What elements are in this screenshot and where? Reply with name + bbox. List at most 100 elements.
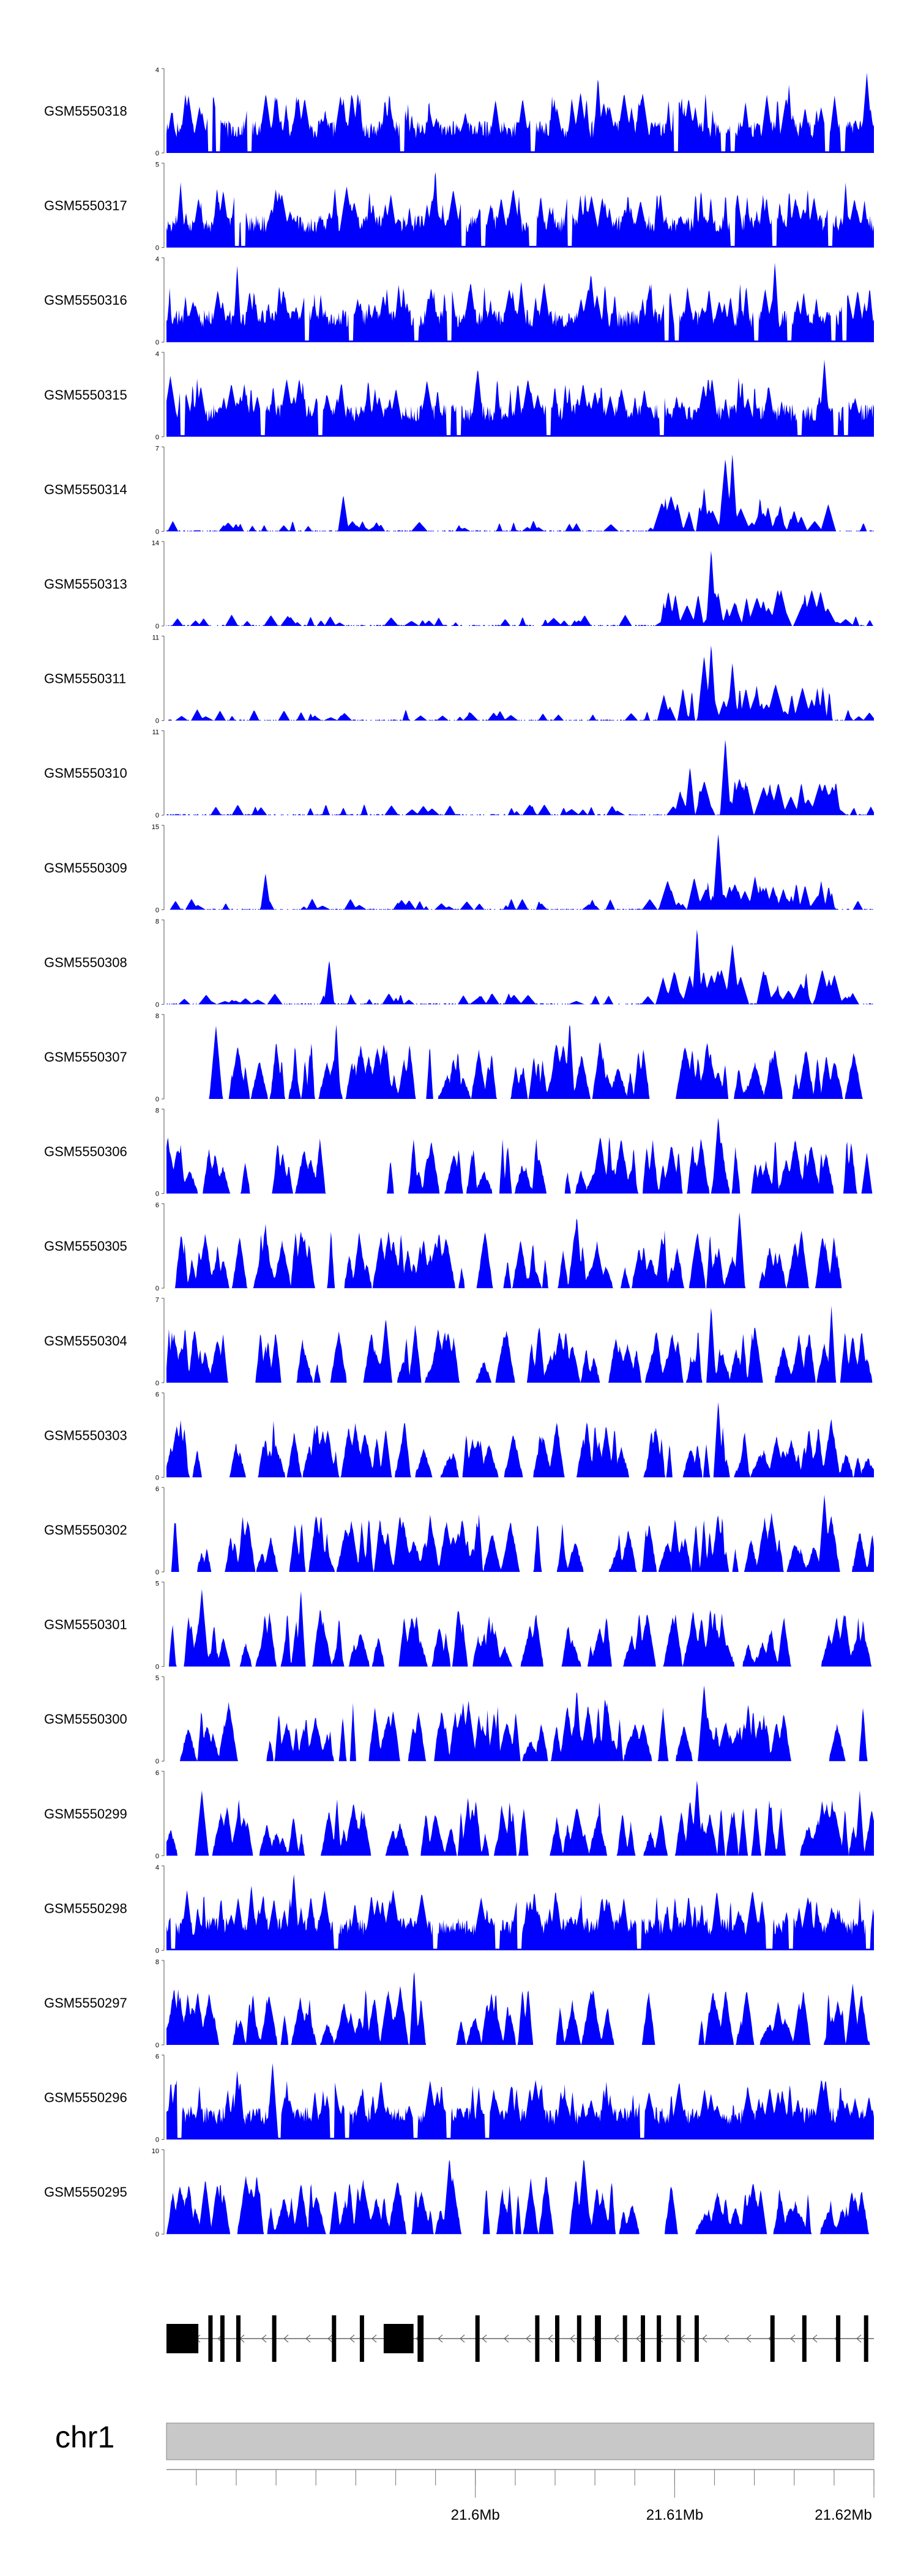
exon <box>622 2315 627 2362</box>
y-max-tick-label: 4 <box>155 256 159 263</box>
strand-arrow-icon <box>636 2334 641 2343</box>
track-label: GSM5550318 <box>44 103 127 119</box>
exon <box>359 2315 364 2362</box>
exon <box>657 2315 662 2362</box>
genome-axis-track: chr1 21.6Mb 21.61Mb 21.62Mb <box>55 2420 875 2523</box>
strand-arrow-icon <box>614 2334 619 2343</box>
coverage-track: GSM5550317 5 0 <box>44 162 874 252</box>
strand-arrow-icon <box>438 2334 443 2343</box>
y-min-tick-label: 0 <box>155 1096 159 1103</box>
exon <box>236 2315 241 2362</box>
coverage-area <box>166 1874 874 1951</box>
coverage-area <box>166 1589 874 1667</box>
exon <box>676 2315 681 2362</box>
coverage-area <box>166 1402 874 1478</box>
coverage-track: GSM5550307 8 0 <box>44 1013 874 1103</box>
y-min-tick-label: 0 <box>155 1758 159 1765</box>
coverage-tracks: GSM555031840GSM555031750GSM555031640GSM5… <box>44 67 874 2238</box>
exon <box>417 2315 424 2362</box>
exon <box>864 2315 868 2362</box>
y-min-tick-label: 0 <box>155 907 159 914</box>
coverage-area <box>166 454 874 532</box>
coverage-track: GSM5550296 6 0 <box>44 2053 874 2144</box>
y-min-tick-label: 0 <box>155 339 159 346</box>
y-min-tick-label: 0 <box>155 1001 159 1008</box>
strand-arrow-icon <box>327 2334 333 2343</box>
y-max-tick-label: 6 <box>155 2053 159 2061</box>
y-min-tick-label: 0 <box>155 1569 159 1576</box>
coverage-track: GSM5550295 10 0 <box>44 2148 874 2238</box>
gene-model-track <box>166 2315 874 2362</box>
strand-arrow-icon <box>702 2334 707 2343</box>
track-label: GSM5550296 <box>44 2090 127 2105</box>
y-max-tick-label: 15 <box>152 824 159 831</box>
track-label: GSM5550303 <box>44 1428 127 1443</box>
exon <box>577 2315 581 2362</box>
strand-arrow-icon <box>856 2334 862 2343</box>
y-max-tick-label: 8 <box>155 1107 159 1115</box>
y-min-tick-label: 0 <box>155 2137 159 2144</box>
y-min-tick-label: 0 <box>155 1947 159 1954</box>
y-max-tick-label: 6 <box>155 1202 159 1209</box>
y-max-tick-label: 5 <box>155 1675 159 1682</box>
track-label: GSM5550308 <box>44 955 127 970</box>
y-min-tick-label: 0 <box>155 434 159 441</box>
strand-arrow-icon <box>526 2334 531 2343</box>
coverage-track: GSM5550306 8 0 <box>44 1107 874 1198</box>
track-label: GSM5550311 <box>44 671 126 687</box>
y-min-tick-label: 0 <box>155 2042 159 2049</box>
track-label: GSM5550307 <box>44 1049 127 1065</box>
coverage-area <box>166 739 874 816</box>
strand-arrow-icon <box>504 2334 509 2343</box>
y-max-tick-label: 8 <box>155 918 159 925</box>
track-label: GSM5550305 <box>44 1238 127 1254</box>
exon <box>595 2315 601 2362</box>
track-label: GSM5550298 <box>44 1900 127 1916</box>
y-max-tick-label: 4 <box>155 67 159 74</box>
y-min-tick-label: 0 <box>155 1285 159 1292</box>
y-max-tick-label: 4 <box>155 351 159 358</box>
track-label: GSM5550301 <box>44 1617 127 1632</box>
coverage-track: GSM5550313 14 0 <box>44 540 874 630</box>
axis-tick-label: 21.6Mb <box>451 2507 500 2523</box>
coverage-area <box>166 1305 874 1383</box>
y-min-tick-label: 0 <box>155 528 159 535</box>
y-max-tick-label: 7 <box>155 445 159 452</box>
coverage-area <box>166 645 874 721</box>
coverage-area <box>166 1685 874 1762</box>
y-max-tick-label: 4 <box>155 1864 159 1871</box>
coverage-track: GSM5550302 6 0 <box>44 1486 874 1576</box>
track-label: GSM5550309 <box>44 860 127 876</box>
coverage-area <box>166 834 874 910</box>
axis-tick-label: 21.61Mb <box>646 2507 703 2523</box>
track-label: GSM5550317 <box>44 198 127 214</box>
coverage-area <box>166 929 874 1005</box>
track-label: GSM5550306 <box>44 1144 127 1160</box>
strand-arrow-icon <box>371 2334 377 2343</box>
coverage-track: GSM5550314 7 0 <box>44 445 874 535</box>
y-min-tick-label: 0 <box>155 1191 159 1198</box>
y-max-tick-label: 6 <box>155 1770 159 1777</box>
exon <box>208 2315 213 2362</box>
exon <box>694 2315 699 2362</box>
y-min-tick-label: 0 <box>155 812 159 819</box>
exon <box>332 2315 337 2362</box>
y-min-tick-label: 0 <box>155 1474 159 1481</box>
y-max-tick-label: 6 <box>155 1486 159 1493</box>
y-min-tick-label: 0 <box>155 150 159 157</box>
y-min-tick-label: 0 <box>155 1380 159 1387</box>
y-max-tick-label: 14 <box>152 540 159 547</box>
coverage-track: GSM5550315 4 0 <box>44 351 874 441</box>
coverage-area <box>166 2159 874 2235</box>
y-max-tick-label: 5 <box>155 1580 159 1588</box>
y-min-tick-label: 0 <box>155 1853 159 1860</box>
y-max-tick-label: 11 <box>152 729 159 736</box>
coverage-area <box>166 359 874 437</box>
exon <box>770 2315 775 2362</box>
coverage-track: GSM5550318 4 0 <box>44 67 874 157</box>
coverage-track: GSM5550308 8 0 <box>44 918 874 1008</box>
y-min-tick-label: 0 <box>155 245 159 252</box>
coverage-track: GSM5550311 11 0 <box>44 635 874 725</box>
y-max-tick-label: 8 <box>155 1013 159 1020</box>
coverage-track: GSM5550297 8 0 <box>44 1959 874 2049</box>
